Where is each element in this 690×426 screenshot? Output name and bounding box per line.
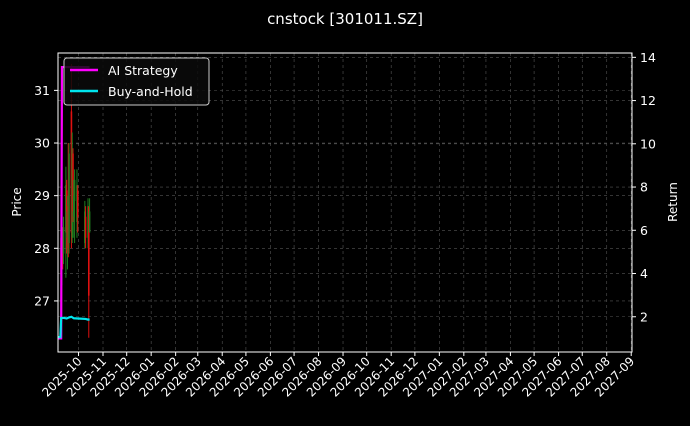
legend-label-ai-strategy: AI Strategy (108, 63, 178, 78)
y-axis-left: 27 28 29 30 31 (34, 83, 58, 308)
y-axis-left-label: Price (10, 187, 24, 216)
y-tick-label-right: 10 (640, 136, 656, 151)
legend-box (63, 57, 210, 106)
y-axis-right: 2 4 6 8 10 12 14 (632, 50, 656, 324)
y-tick-label-left: 31 (34, 83, 50, 98)
y-axis-right-label: Return (666, 182, 680, 222)
y-tick-label-left: 29 (34, 188, 50, 203)
legend: AI Strategy Buy-and-Hold (63, 57, 210, 106)
x-axis: 2025-102025-112025-122026-012026-022026-… (39, 352, 637, 400)
candle-body (84, 216, 87, 238)
series-line-buy-and-hold (58, 315, 90, 339)
chart-title: cnstock [301011.SZ] (267, 10, 423, 28)
y-tick-label-right: 6 (640, 223, 648, 238)
candles (60, 64, 91, 338)
y-tick-label-right: 2 (640, 309, 648, 324)
y-tick-label-right: 4 (640, 266, 648, 281)
legend-label-buy-and-hold: Buy-and-Hold (108, 84, 193, 99)
candle-body (68, 153, 70, 244)
y-tick-label-right: 14 (640, 50, 656, 65)
y-tick-label-right: 12 (640, 93, 656, 108)
candle-body (72, 153, 74, 212)
candle-body (76, 190, 79, 217)
candle-body (73, 179, 76, 201)
y-tick-label-left: 28 (34, 241, 50, 256)
y-tick-label-left: 30 (34, 136, 50, 151)
y-tick-label-left: 27 (34, 293, 50, 308)
candle-body (72, 195, 75, 217)
candle-body (87, 207, 90, 296)
candle-body (88, 211, 91, 233)
candle-body (62, 227, 65, 254)
y-tick-label-right: 8 (640, 180, 648, 195)
plot-frame (57, 52, 633, 353)
